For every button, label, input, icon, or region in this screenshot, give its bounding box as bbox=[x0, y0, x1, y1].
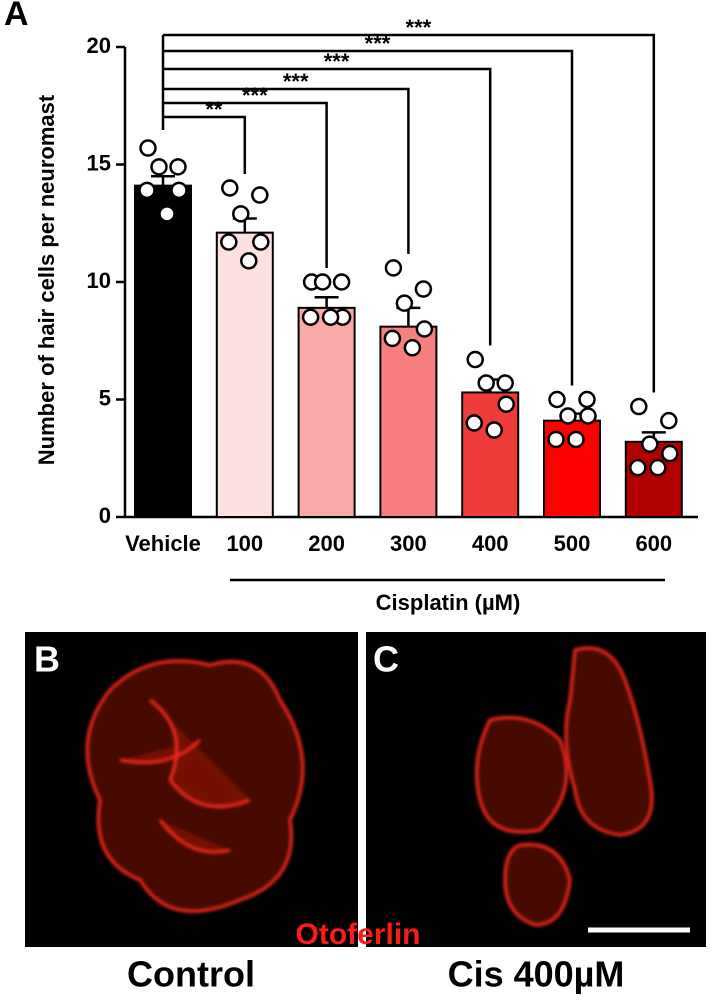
data-point bbox=[649, 458, 667, 477]
data-point bbox=[384, 259, 403, 277]
x-tick-label: 600 bbox=[635, 531, 672, 556]
caption: Cis 400µM bbox=[448, 954, 625, 995]
data-point bbox=[251, 186, 269, 204]
data-point bbox=[414, 280, 433, 298]
data-point bbox=[641, 435, 659, 453]
data-point bbox=[321, 308, 340, 326]
data-point bbox=[158, 205, 176, 223]
y-tick-label: 20 bbox=[87, 33, 111, 58]
data-point bbox=[301, 308, 320, 326]
data-point bbox=[403, 339, 422, 357]
panel-c: C Cis 400µM bbox=[366, 632, 706, 995]
data-point bbox=[578, 390, 596, 409]
data-point bbox=[465, 414, 483, 432]
panel-b: B Control bbox=[25, 632, 358, 995]
data-point bbox=[629, 458, 647, 477]
y-tick-label: 0 bbox=[99, 503, 111, 528]
x-tick-label: 500 bbox=[554, 531, 591, 556]
data-point bbox=[169, 158, 187, 176]
significance-label: *** bbox=[406, 15, 432, 40]
data-point bbox=[497, 395, 515, 413]
data-point bbox=[579, 407, 597, 425]
significance-label: *** bbox=[324, 49, 350, 74]
panel-letter: C bbox=[373, 639, 399, 680]
x-tick-label: 200 bbox=[308, 531, 345, 556]
panel-letter: A bbox=[4, 0, 29, 33]
data-point bbox=[559, 407, 577, 425]
data-point bbox=[383, 329, 402, 348]
significance-label: ** bbox=[205, 97, 223, 122]
data-point bbox=[150, 158, 168, 176]
data-point bbox=[240, 252, 258, 270]
data-point bbox=[313, 273, 332, 291]
y-tick-label: 5 bbox=[99, 385, 111, 410]
significance-bracket bbox=[163, 115, 247, 174]
significance-bracket bbox=[163, 67, 492, 346]
significance-bracket bbox=[163, 49, 574, 386]
significance-bracket bbox=[163, 33, 656, 393]
data-point bbox=[221, 179, 239, 197]
x-tick-label: 300 bbox=[390, 531, 427, 556]
y-tick-label: 15 bbox=[87, 150, 111, 175]
data-point bbox=[139, 139, 157, 157]
bar bbox=[134, 184, 192, 518]
cell bbox=[503, 842, 572, 927]
panel-letter: B bbox=[34, 639, 60, 680]
x-axis-title: Cisplatin (µM) bbox=[376, 590, 521, 615]
cell-outlines bbox=[119, 698, 251, 854]
bar bbox=[215, 231, 274, 518]
data-point bbox=[466, 350, 484, 369]
data-point bbox=[630, 397, 648, 416]
data-point bbox=[415, 320, 434, 338]
stain-label: Otoferlin bbox=[296, 918, 421, 951]
data-point bbox=[661, 444, 679, 463]
x-tick-label: 400 bbox=[472, 531, 509, 556]
data-point bbox=[170, 181, 188, 200]
data-point bbox=[567, 430, 585, 449]
data-point bbox=[252, 233, 270, 251]
data-point bbox=[477, 374, 495, 392]
significance-label: *** bbox=[242, 83, 268, 108]
y-tick-label: 10 bbox=[87, 268, 111, 293]
data-point bbox=[220, 233, 238, 251]
data-point bbox=[332, 273, 351, 291]
significance-bracket bbox=[163, 87, 410, 254]
bar bbox=[461, 391, 520, 519]
x-tick-label: Vehicle bbox=[125, 531, 201, 556]
significance-label: *** bbox=[283, 69, 309, 94]
cell bbox=[475, 716, 569, 834]
data-point bbox=[547, 430, 565, 449]
bar bbox=[379, 325, 438, 518]
data-point bbox=[660, 411, 678, 430]
data-point bbox=[395, 294, 414, 312]
caption: Control bbox=[127, 954, 255, 995]
cell bbox=[564, 646, 654, 837]
y-axis-title: Number of hair cells per neuromast bbox=[34, 94, 59, 465]
data-point bbox=[496, 374, 514, 392]
significance-bracket bbox=[163, 101, 328, 268]
x-tick-label: 100 bbox=[226, 531, 263, 556]
bar bbox=[297, 306, 356, 518]
data-point bbox=[548, 390, 566, 409]
data-point bbox=[138, 181, 156, 200]
data-point bbox=[232, 205, 250, 223]
data-point bbox=[485, 421, 503, 439]
